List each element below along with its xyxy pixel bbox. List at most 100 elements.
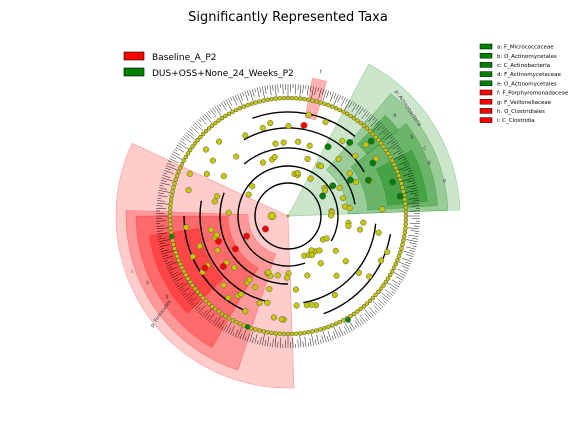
leaf-node [389,269,395,274]
leaf-node [168,197,174,202]
internal-node [377,257,385,264]
leaf-line [175,146,185,153]
leaf-line [168,266,178,272]
leaf-line [246,333,250,342]
leaf-line [407,174,414,178]
leaf-line [225,99,232,111]
leaf-line [380,132,391,141]
leaf-node [216,309,221,314]
leaf-node [376,137,381,143]
leaf-line [387,282,398,290]
internal-node [306,142,313,149]
leaf-line [354,315,362,326]
internal-node [308,301,315,308]
leaf-node [168,226,173,231]
leaf-line [349,321,355,330]
leaf-node [370,131,376,137]
leaf-node [249,101,254,107]
internal-node [274,272,281,279]
clade-arc [237,190,306,267]
leaf-line [202,115,207,121]
leaf-node [219,311,225,317]
taxa-key-swatch [479,117,493,123]
leaf-line [408,170,412,172]
leaf-node [306,97,311,103]
leaf-line [309,86,312,93]
leaf-line [181,287,190,294]
leaf-line [398,155,406,160]
leaf-node [176,257,181,263]
leaf-node [169,193,175,198]
leaf-line [176,144,183,149]
leaf-line [383,130,389,135]
leaf-node [183,272,189,278]
leaf-line [408,234,419,237]
leaf-line [256,340,259,345]
clade-arc [244,165,339,242]
leaf-line [392,144,400,150]
leaf-node [289,95,295,101]
internal-node [256,299,263,307]
leaf-line [254,333,258,344]
leaf-line [264,86,267,94]
significant-node-dus [346,176,354,184]
sector-letter: h [146,280,149,286]
internal-node [266,285,273,292]
leaf-node [395,257,400,263]
significant-node-dus [364,176,372,184]
leaf-node [171,185,176,190]
leaf-node [397,177,403,182]
leaf-line [407,202,420,205]
leaf-node [399,246,404,251]
leaf-node [385,276,391,281]
leaf-line [309,338,312,346]
leaf-line [159,184,164,187]
leaf-node [168,221,173,227]
leaf-node [370,295,376,301]
leaf-node [226,315,232,321]
leaf-node [190,144,195,149]
sector-order-clostridiales [135,215,259,349]
leaf-line [386,138,395,145]
leaf-node [355,309,360,314]
leaf-node [351,311,357,317]
internal-node [346,170,353,177]
internal-node [336,184,343,191]
leaf-line [304,336,307,347]
leaf-line [411,237,418,240]
internal-node [238,291,245,298]
leaf-line [172,277,179,281]
leaf-node [195,289,200,295]
leaf-node [378,286,384,291]
leaf-node [344,111,350,117]
leaf-node [403,201,408,206]
leaf-node [173,177,179,182]
leaf-node [185,151,191,156]
internal-node [213,231,220,238]
leaf-line [318,88,322,99]
internal-node [213,193,221,200]
leaf-line [354,320,360,328]
leaf-line [407,227,420,230]
internal-node [265,269,272,276]
leaf-node [341,109,346,115]
leaf-line [156,200,165,202]
leaf-node [310,329,315,334]
leaf-line [170,155,176,159]
significant-node-baseline [215,237,222,245]
sector-letter: e [443,179,446,185]
leaf-line [389,136,394,139]
leaf-line [379,128,387,136]
leaf-line [239,333,243,340]
leaf-node [337,319,342,325]
leaf-node [401,234,407,239]
leaf-line [160,182,171,186]
leaf-line [316,334,320,345]
leaf-node [234,319,239,325]
leaf-line [174,277,183,283]
leaf-node [373,134,378,140]
leaf-node [171,242,176,247]
leaf-line [341,97,346,107]
legend-swatch-baseline [123,51,145,61]
leaf-node [396,173,402,178]
